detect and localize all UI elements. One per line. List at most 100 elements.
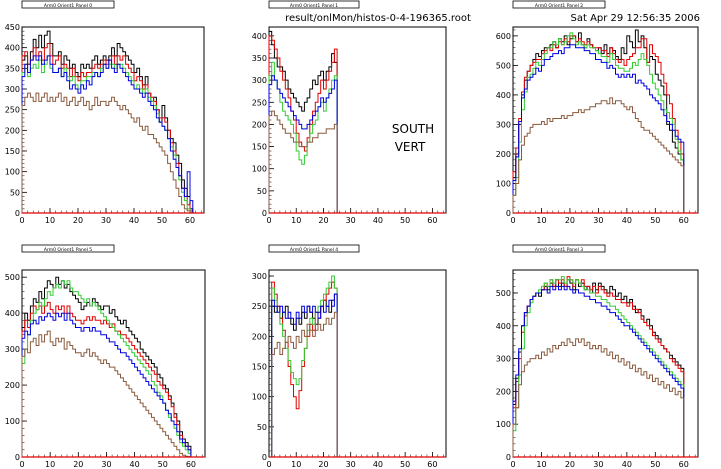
series-green — [512, 276, 687, 458]
x-tick-label: 0 — [19, 216, 24, 225]
x-tick-label: 10 — [45, 216, 55, 225]
x-tick-label: 50 — [157, 216, 167, 225]
series-blue — [269, 293, 340, 458]
series-red — [21, 43, 194, 213]
series-green — [512, 32, 687, 214]
y-tick-label: 50 — [257, 423, 267, 432]
y-tick-label: 450 — [5, 23, 20, 32]
x-tick-label: 30 — [593, 216, 603, 225]
x-tick-label: 20 — [318, 216, 328, 225]
series-green — [269, 275, 340, 458]
y-tick-label: 500 — [496, 289, 511, 298]
y-tick-label: 50 — [10, 188, 20, 197]
y-tick-label: 400 — [496, 322, 511, 331]
y-tick-label: 100 — [496, 420, 511, 429]
y-tick-label: 300 — [496, 120, 511, 129]
y-tick-label: 100 — [5, 168, 20, 177]
y-tick-label: 200 — [496, 150, 511, 159]
y-tick-label: 200 — [252, 120, 267, 129]
y-tick-label: 400 — [5, 309, 20, 318]
x-tick-label: 20 — [73, 460, 83, 469]
annotation-south: SOUTH — [392, 122, 434, 136]
x-tick-label: 20 — [73, 216, 83, 225]
timestamp: Sat Apr 29 12:56:35 2006 — [571, 13, 701, 24]
x-tick-label: 40 — [130, 460, 140, 469]
series-brown — [269, 311, 340, 458]
x-tick-label: 50 — [400, 216, 410, 225]
x-tick-label: 60 — [679, 460, 689, 469]
panel-title: Arm0 Orient1 Panel 1 — [290, 3, 338, 9]
x-tick-label: 50 — [158, 460, 168, 469]
x-tick-label: 0 — [19, 460, 24, 469]
panel-group: Arm0 Orient1 Panel 005010015020025030035… — [5, 0, 699, 469]
y-tick-label: 0 — [15, 209, 20, 218]
y-tick-label: 100 — [252, 393, 267, 402]
series-blue — [21, 312, 194, 458]
series-blue — [268, 75, 340, 214]
x-tick-label: 10 — [536, 216, 546, 225]
x-tick-label: 30 — [346, 460, 356, 469]
panel-title: Arm0 Orient1 Panel 3 — [535, 247, 583, 253]
x-tick-label: 0 — [510, 216, 515, 225]
x-tick-label: 50 — [650, 460, 660, 469]
x-tick-label: 20 — [318, 460, 328, 469]
panel-title-box — [512, 244, 606, 253]
series-brown — [21, 330, 194, 458]
series-blue — [21, 55, 194, 213]
x-tick-label: 10 — [45, 460, 55, 469]
y-tick-label: 0 — [506, 209, 511, 218]
series-brown — [21, 92, 193, 214]
y-tick-label: 150 — [252, 363, 267, 372]
x-tick-label: 20 — [565, 216, 575, 225]
y-tick-label: 400 — [252, 32, 267, 41]
series-black — [21, 276, 194, 458]
panel-title: Arm0 Orient1 Panel 0 — [44, 3, 92, 9]
y-tick-label: 500 — [496, 61, 511, 70]
x-tick-label: 20 — [565, 460, 575, 469]
x-tick-label: 10 — [536, 460, 546, 469]
y-tick-label: 0 — [262, 209, 267, 218]
x-tick-label: 10 — [291, 460, 301, 469]
y-tick-label: 200 — [252, 332, 267, 341]
panel-title-box — [268, 244, 360, 253]
y-tick-label: 150 — [252, 143, 267, 152]
panel-title-box — [21, 244, 115, 253]
panel-title-box — [21, 0, 115, 9]
y-tick-label: 350 — [5, 64, 20, 73]
panel-4: Arm0 Orient1 Panel 5 0 100 200 300 400 500 0 10 2… — [5, 244, 206, 469]
panel-6: Arm0 Orient1 Panel 3 0 100 200 300 400 500 0 10 2… — [496, 244, 699, 469]
series-black — [512, 279, 687, 458]
file-name: result/onlMon/histos-0-4-196365.root — [285, 13, 471, 24]
y-tick-label: 0 — [15, 453, 20, 462]
y-tick-label: 100 — [5, 417, 20, 426]
y-tick-label: 250 — [252, 302, 267, 311]
x-tick-label: 60 — [186, 460, 196, 469]
x-tick-label: 30 — [101, 216, 111, 225]
x-tick-label: 40 — [622, 216, 632, 225]
y-tick-label: 300 — [5, 345, 20, 354]
x-tick-label: 40 — [129, 216, 139, 225]
annotation-vert: VERT — [395, 140, 426, 154]
series-brown — [268, 110, 340, 214]
panel-1: Arm0 Orient1 Panel 005010015020025030035… — [5, 0, 205, 225]
series-red — [21, 301, 194, 458]
x-tick-label: 60 — [679, 216, 689, 225]
y-tick-label: 350 — [252, 54, 267, 63]
panel-title-box — [268, 0, 360, 9]
x-tick-label: 60 — [427, 216, 437, 225]
panel-title-box — [512, 0, 606, 9]
y-tick-label: 200 — [5, 381, 20, 390]
x-tick-label: 0 — [266, 460, 271, 469]
x-tick-label: 0 — [510, 460, 515, 469]
x-tick-label: 40 — [373, 216, 383, 225]
x-tick-label: 50 — [400, 460, 410, 469]
y-tick-label: 400 — [496, 91, 511, 100]
y-tick-label: 600 — [496, 32, 511, 41]
panel-title: Arm0 Orient1 Panel 2 — [535, 3, 583, 9]
x-tick-label: 0 — [266, 216, 271, 225]
series-blue — [512, 285, 687, 458]
x-tick-label: 30 — [101, 460, 111, 469]
x-tick-label: 10 — [291, 216, 301, 225]
